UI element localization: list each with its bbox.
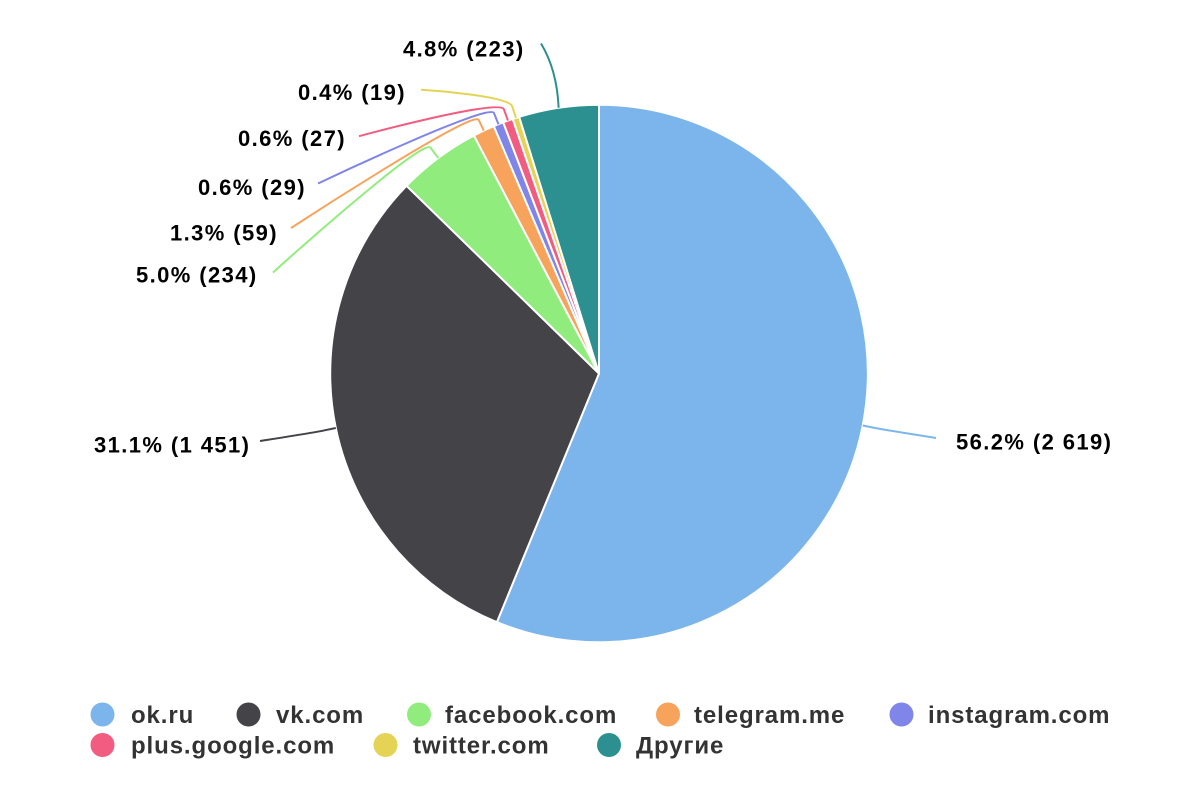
svg-text:facebook.com: facebook.com (445, 702, 617, 729)
svg-text:56.2% (2 619): 56.2% (2 619) (956, 430, 1112, 455)
svg-text:1.3% (59): 1.3% (59) (170, 221, 278, 246)
svg-text:5.0% (234): 5.0% (234) (136, 263, 258, 288)
svg-text:0.4% (19): 0.4% (19) (298, 80, 406, 105)
svg-text:31.1% (1 451): 31.1% (1 451) (94, 433, 250, 458)
svg-text:instagram.com: instagram.com (928, 702, 1110, 729)
svg-text:0.6% (27): 0.6% (27) (238, 126, 346, 151)
svg-text:plus.google.com: plus.google.com (131, 733, 335, 760)
svg-text:Другие: Другие (636, 733, 724, 760)
svg-text:ok.ru: ok.ru (131, 702, 194, 729)
svg-text:4.8% (223): 4.8% (223) (403, 37, 525, 62)
svg-text:twitter.com: twitter.com (413, 733, 550, 760)
svg-text:0.6% (29): 0.6% (29) (198, 175, 306, 200)
svg-text:telegram.me: telegram.me (694, 702, 845, 729)
svg-text:vk.com: vk.com (276, 702, 364, 729)
